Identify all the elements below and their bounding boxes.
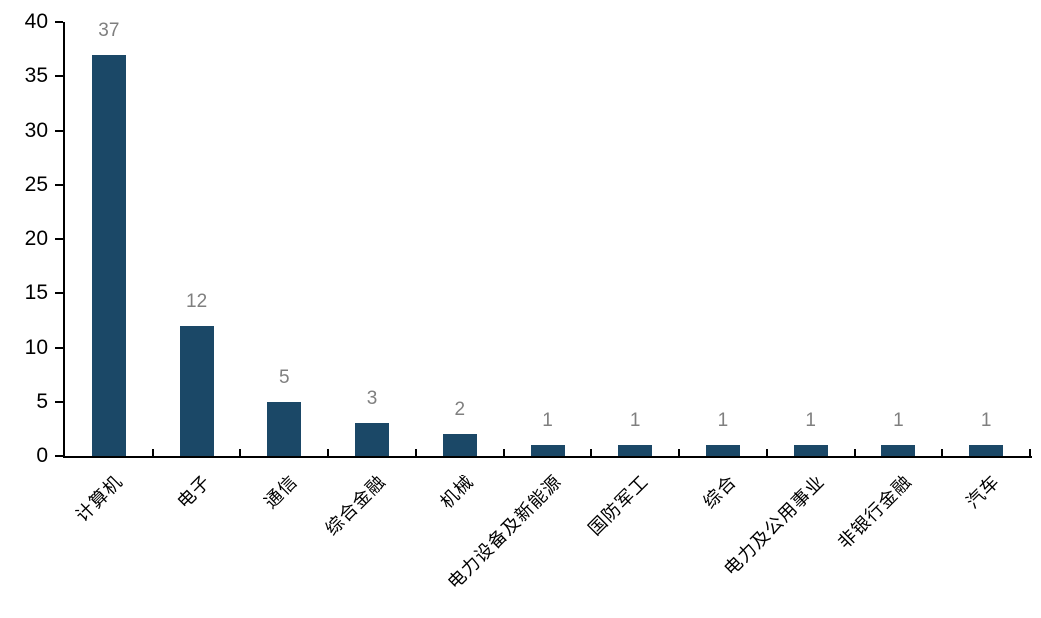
bar-value-label: 3 xyxy=(366,388,378,410)
bar-汽车 xyxy=(969,445,1004,456)
x-axis-category-label: 机械 xyxy=(436,471,478,513)
bar-通信 xyxy=(267,401,302,456)
x-axis-tick xyxy=(678,449,681,456)
bar-电力设备及新能源 xyxy=(530,445,565,456)
bar-国防军工 xyxy=(618,445,653,456)
x-axis-tick xyxy=(941,449,944,456)
y-axis-tick xyxy=(55,292,63,295)
y-axis-tick xyxy=(55,75,63,78)
bar-电力及公用事业 xyxy=(793,445,828,456)
bar-电子 xyxy=(179,325,214,456)
bar-value-label: 1 xyxy=(542,410,553,432)
y-axis-tick-label: 20 xyxy=(24,227,48,250)
y-axis-tick xyxy=(55,183,63,186)
y-axis-tick-label: 15 xyxy=(24,281,48,305)
x-axis-tick xyxy=(151,449,154,456)
y-axis-tick xyxy=(55,238,63,240)
bar-value-label: 2 xyxy=(454,399,466,421)
x-axis-tick xyxy=(502,449,505,456)
bar-value-label: 1 xyxy=(717,410,729,432)
y-axis-tick xyxy=(55,346,63,349)
bar-计算机 xyxy=(91,54,126,456)
bar-value-label: 1 xyxy=(629,410,641,432)
x-axis-category-label: 电子 xyxy=(173,471,215,513)
y-axis-tick xyxy=(55,129,63,132)
x-axis-tick xyxy=(1029,449,1031,456)
y-axis-tick xyxy=(55,400,63,403)
x-axis-category-label: 通信 xyxy=(260,471,302,513)
bar-非银行金融 xyxy=(881,445,916,456)
x-axis-category-label: 综合金融 xyxy=(321,471,390,540)
x-axis-tick xyxy=(765,449,768,456)
y-axis-tick-label: 40 xyxy=(24,10,48,33)
x-axis-category-label: 国防军工 xyxy=(584,471,653,540)
x-axis-category-label: 非银行金融 xyxy=(834,471,916,553)
y-axis-tick xyxy=(55,455,63,457)
bar-value-label: 12 xyxy=(186,290,208,312)
y-axis-line xyxy=(63,22,65,458)
y-axis-tick-label: 0 xyxy=(36,444,48,467)
x-axis-tick xyxy=(414,449,417,456)
y-axis-tick-label: 10 xyxy=(24,335,48,359)
bar-机械 xyxy=(442,434,477,456)
y-axis-tick-label: 5 xyxy=(36,389,48,413)
bar-value-label: 1 xyxy=(893,410,904,432)
bar-value-label: 1 xyxy=(805,410,816,432)
y-axis-tick-label: 25 xyxy=(24,172,48,196)
bar-综合金融 xyxy=(355,423,390,456)
bar-综合 xyxy=(705,445,740,456)
y-axis-tick-label: 35 xyxy=(24,64,48,88)
x-axis-category-label: 综合 xyxy=(699,471,741,513)
x-axis-tick xyxy=(239,449,242,456)
bar-value-label: 5 xyxy=(279,366,290,388)
x-axis-line xyxy=(63,456,1032,458)
x-axis-category-label: 汽车 xyxy=(962,471,1004,513)
bar-value-label: 1 xyxy=(980,410,992,432)
x-axis-category-label: 计算机 xyxy=(71,471,127,526)
y-axis-tick xyxy=(55,21,63,23)
x-axis-tick xyxy=(327,449,330,456)
x-axis-tick xyxy=(853,449,856,456)
y-axis-tick-label: 30 xyxy=(24,118,48,142)
x-axis-tick xyxy=(590,449,593,456)
bar-value-label: 37 xyxy=(98,19,120,41)
